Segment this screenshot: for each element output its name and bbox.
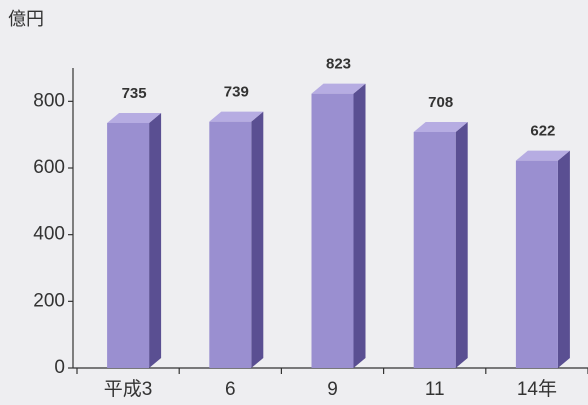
x-tick-label: 11 — [425, 379, 445, 400]
bar-top — [209, 111, 264, 122]
data-label: 735 — [122, 85, 147, 102]
bar-side — [251, 111, 264, 369]
y-tick-label: 600 — [33, 157, 65, 178]
y-tick-label: 200 — [33, 290, 65, 311]
bar — [107, 123, 150, 368]
bar — [209, 121, 252, 369]
bar-side — [455, 122, 468, 368]
bar-top — [413, 122, 468, 132]
data-label: 739 — [224, 84, 249, 101]
y-axis-label: 億円 — [8, 9, 44, 30]
bar — [515, 160, 558, 368]
bar-side — [353, 83, 366, 369]
x-tick-label: 6 — [225, 379, 236, 400]
data-label: 622 — [530, 123, 555, 140]
bar-side — [149, 113, 162, 368]
bar — [311, 93, 354, 369]
x-tick-label: 9 — [327, 379, 338, 400]
bar-top — [107, 113, 162, 123]
y-tick-label: 0 — [54, 357, 65, 378]
bar — [413, 132, 456, 368]
bar-side — [557, 150, 570, 368]
x-tick-label: 14年 — [517, 378, 557, 400]
data-label: 708 — [428, 94, 453, 111]
bar-top — [311, 83, 366, 94]
y-tick-label: 800 — [33, 90, 65, 111]
y-tick-label: 400 — [33, 224, 65, 245]
x-tick-label: 平成3 — [104, 378, 153, 400]
data-label: 823 — [326, 56, 351, 73]
bar-top — [515, 150, 570, 161]
